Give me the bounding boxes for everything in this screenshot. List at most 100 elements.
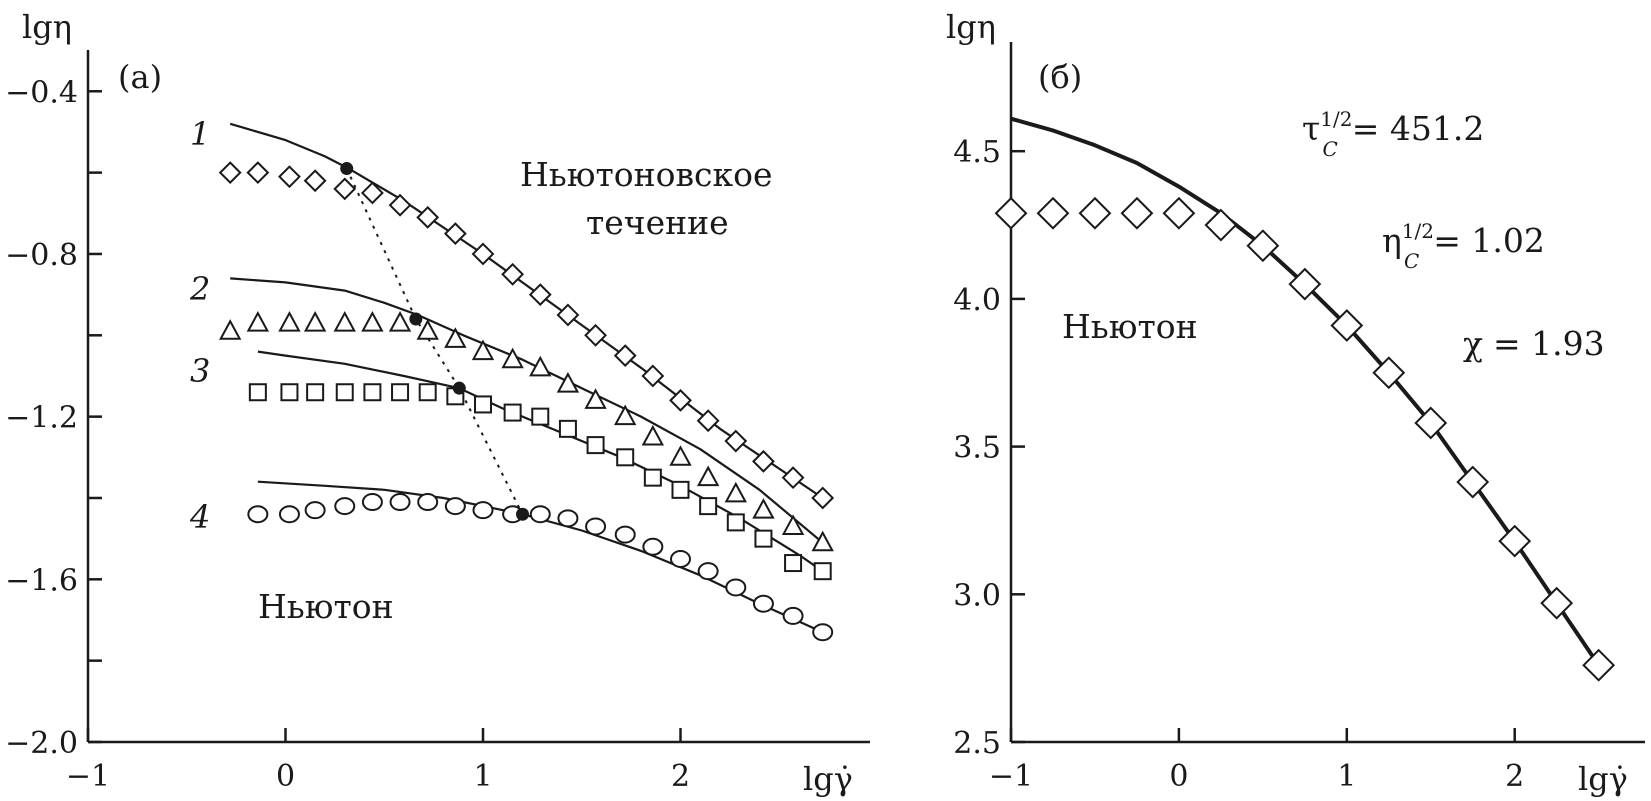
transition-point — [340, 162, 354, 176]
panel-a-point-diamond — [528, 283, 552, 307]
panel-a-point-diamond — [669, 388, 692, 412]
curve-number-1: 1 — [190, 115, 210, 153]
panel-b-xtick-label: 1 — [1337, 759, 1356, 794]
transition-dotted-line — [345, 168, 524, 515]
annotation-newtonian-flow-2: течение — [586, 203, 729, 242]
panel-a-point-diamond — [471, 242, 495, 266]
panel-a: −2.0 −1.6 −1.2 −0.8 −0.4 −1 0 1 2 1 2 3 4 lgη lgγ̇… — [5, 8, 870, 798]
panel-b-point-diamond — [1540, 586, 1574, 620]
curve-number-4: 4 — [189, 498, 210, 536]
param-chi-symbol: χ — [1463, 324, 1483, 363]
panel-b-point-diamond — [1456, 465, 1490, 499]
panel-a-ytick-label: −2.0 — [5, 726, 78, 761]
panel-a-point-square — [335, 383, 354, 402]
annotation-newtonian-flow-1: Ньютоновское — [520, 155, 773, 194]
panel-a-ytick-label: −0.4 — [5, 75, 78, 110]
panel-b: 2.5 3.0 3.5 4.0 4.5 −1 0 1 2 lgη lgγ̇ (б) Ньюто… — [946, 8, 1645, 798]
panel-a-xtick-label: −1 — [66, 759, 110, 794]
panel-a-point-triangle — [416, 319, 439, 340]
panel-a-point-square — [699, 497, 718, 516]
panel-a-point-circle — [472, 501, 494, 520]
panel-a-point-square — [306, 383, 325, 402]
panel-a-point-triangle — [333, 311, 356, 332]
panel-b-ytick-label: 4.5 — [953, 135, 1001, 170]
panel-a-point-square — [754, 529, 773, 548]
panel-a-point-circle — [697, 562, 719, 581]
panel-a-point-diamond — [724, 429, 748, 453]
panel-a-ylabel: lgη — [22, 8, 72, 46]
panel-a-point-circle — [417, 493, 439, 512]
param-tau-value: = 451.2 — [1352, 109, 1485, 148]
panel-a-point-triangle — [361, 311, 384, 332]
panel-a-point-circle — [334, 497, 356, 516]
panel-b-xtick-label: 2 — [1505, 759, 1524, 794]
panel-a-point-circle — [782, 606, 804, 625]
panel-a-point-square — [531, 407, 550, 426]
panel-a-ytick-label: −1.6 — [5, 563, 78, 598]
panel-a-point-triangle — [781, 514, 805, 535]
panel-a-point-diamond — [388, 193, 412, 217]
panel-a-point-triangle — [641, 424, 665, 446]
panel-b-point-diamond — [1036, 196, 1070, 230]
panel-a-xtick-label: 0 — [276, 759, 295, 794]
annotation-newton-b: Ньютон — [1062, 307, 1198, 346]
panel-b-xtick-label: 0 — [1169, 759, 1188, 794]
panel-a-point-triangle — [471, 339, 495, 361]
panel-a-point-triangle — [219, 319, 242, 340]
panel-a-point-square — [418, 383, 437, 402]
panel-a-point-circle — [529, 505, 551, 524]
panel-a-point-square — [813, 562, 832, 581]
panel-b-ytick-label: 3.5 — [953, 431, 1001, 466]
panel-a-ytick-label: −1.2 — [5, 401, 78, 436]
panel-a-point-diamond — [613, 344, 637, 368]
panel-a-point-circle — [278, 505, 300, 524]
panel-a-point-triangle — [811, 530, 834, 552]
param-eta-sup: 1/2 — [1402, 219, 1434, 243]
panel-b-point-diamond — [1582, 648, 1616, 682]
panel-a-point-diamond — [584, 323, 607, 347]
panel-a-point-square — [671, 480, 690, 499]
panel-a-point-square — [474, 395, 492, 414]
panel-a-point-triangle — [752, 498, 775, 519]
transition-point — [452, 381, 466, 395]
panel-a-point-circle — [247, 505, 269, 524]
panel-a-point-diamond — [443, 222, 467, 246]
panel-a-point-square — [280, 383, 299, 402]
panel-a-point-square — [391, 383, 410, 402]
panel-a-point-triangle — [246, 311, 270, 332]
panel-a-point-triangle — [529, 355, 552, 377]
panel-a-point-square — [726, 513, 745, 532]
panel-a-xlabel: lgγ̇ — [803, 760, 853, 798]
param-eta-sub: C — [1404, 249, 1419, 273]
panel-a-point-diamond — [333, 177, 357, 201]
param-tau-sup: 1/2 — [1320, 107, 1352, 131]
panel-a-xtick-label: 1 — [473, 759, 492, 794]
panel-a-point-square — [616, 448, 635, 467]
panel-a-point-circle — [444, 497, 466, 516]
panel-a-point-diamond — [556, 303, 580, 327]
panel-b-point-diamond — [1204, 208, 1238, 242]
panel-a-point-square — [248, 383, 267, 402]
panel-b-point-diamond — [1078, 196, 1112, 230]
panel-b-ytick-label: 4.0 — [953, 283, 1001, 318]
panel-a-point-diamond — [696, 409, 720, 433]
param-eta-c: η1/2 C = 1.02 — [1382, 219, 1545, 273]
panel-b-label: (б) — [1038, 58, 1082, 96]
panel-b-ytick-label: 2.5 — [953, 726, 1001, 761]
panel-a-point-circle — [585, 517, 607, 536]
panel-a-xtick-label: 2 — [671, 759, 690, 794]
panel-a-point-diamond — [303, 169, 327, 193]
panel-a-point-triangle — [556, 372, 580, 393]
panel-a-point-triangle — [696, 465, 720, 487]
panel-a-point-diamond — [416, 205, 440, 229]
panel-b-point-diamond — [1288, 267, 1322, 301]
panel-b-curve-1 — [1010, 116, 1601, 667]
panel-a-point-circle — [304, 501, 326, 520]
panel-a-point-diamond — [278, 165, 301, 189]
panel-a-point-circle — [389, 493, 411, 512]
param-eta-value: = 1.02 — [1433, 221, 1545, 260]
panel-b-xlabel: lgγ̇ — [1578, 760, 1628, 798]
panel-a-point-circle — [557, 509, 579, 528]
panel-a-point-triangle — [388, 311, 412, 332]
